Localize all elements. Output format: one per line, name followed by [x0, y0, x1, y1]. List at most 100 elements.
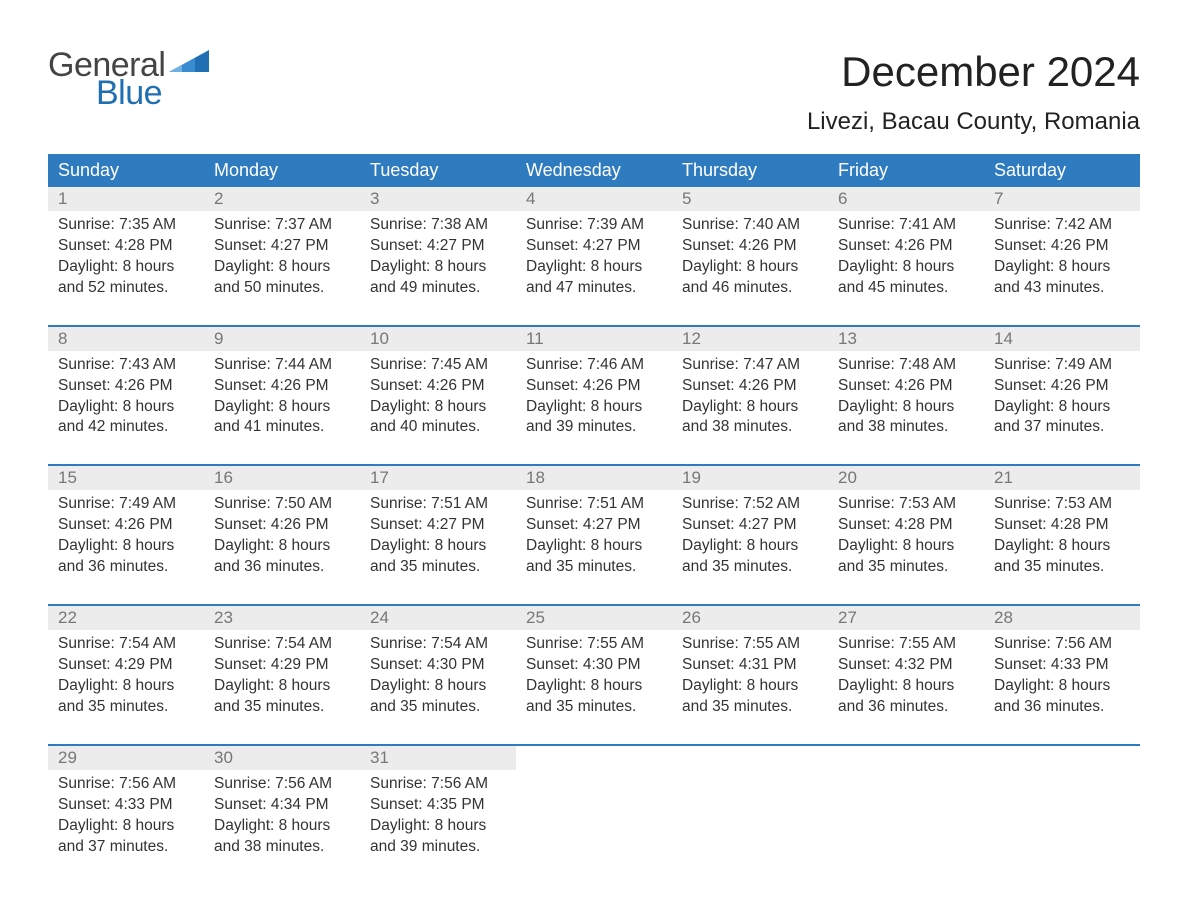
day-info-line: Sunset: 4:26 PM [682, 236, 818, 257]
day-info-line: Sunset: 4:28 PM [838, 515, 974, 536]
day-info-line: Sunset: 4:29 PM [58, 655, 194, 676]
day-info-line: Sunset: 4:31 PM [682, 655, 818, 676]
day-content-cell: Sunrise: 7:51 AMSunset: 4:27 PMDaylight:… [360, 490, 516, 605]
day-info-line: Sunset: 4:26 PM [838, 236, 974, 257]
day-info-line: and 35 minutes. [682, 697, 818, 718]
day-info-line: Sunset: 4:35 PM [370, 795, 506, 816]
day-info-line: and 35 minutes. [526, 557, 662, 578]
day-content-cell: Sunrise: 7:54 AMSunset: 4:30 PMDaylight:… [360, 630, 516, 745]
day-info-line: Daylight: 8 hours [58, 397, 194, 418]
day-number-cell: 26 [672, 606, 828, 630]
day-content-cell: Sunrise: 7:48 AMSunset: 4:26 PMDaylight:… [828, 351, 984, 466]
day-info-line: Sunrise: 7:55 AM [526, 634, 662, 655]
day-content-cell: Sunrise: 7:52 AMSunset: 4:27 PMDaylight:… [672, 490, 828, 605]
day-info-line: Daylight: 8 hours [58, 257, 194, 278]
day-number-cell [516, 746, 672, 770]
day-info-line: Daylight: 8 hours [526, 676, 662, 697]
day-info-line: Daylight: 8 hours [370, 397, 506, 418]
day-number-cell: 30 [204, 746, 360, 770]
day-info-line: Sunrise: 7:42 AM [994, 215, 1130, 236]
day-content-cell: Sunrise: 7:35 AMSunset: 4:28 PMDaylight:… [48, 211, 204, 326]
day-info-line: Daylight: 8 hours [994, 536, 1130, 557]
day-info-line: Sunrise: 7:40 AM [682, 215, 818, 236]
day-content-cell: Sunrise: 7:56 AMSunset: 4:34 PMDaylight:… [204, 770, 360, 862]
day-content-cell: Sunrise: 7:45 AMSunset: 4:26 PMDaylight:… [360, 351, 516, 466]
day-info-line: and 35 minutes. [682, 557, 818, 578]
day-info-line: Sunrise: 7:56 AM [214, 774, 350, 795]
calendar-table: Sunday Monday Tuesday Wednesday Thursday… [48, 154, 1140, 861]
day-info-line: Sunrise: 7:56 AM [994, 634, 1130, 655]
day-info-line: and 38 minutes. [838, 417, 974, 438]
day-number-cell: 31 [360, 746, 516, 770]
day-content-cell: Sunrise: 7:53 AMSunset: 4:28 PMDaylight:… [828, 490, 984, 605]
day-info-line: Sunset: 4:26 PM [58, 515, 194, 536]
day-info-line: Sunrise: 7:56 AM [58, 774, 194, 795]
day-number-cell: 11 [516, 327, 672, 351]
day-content-cell: Sunrise: 7:42 AMSunset: 4:26 PMDaylight:… [984, 211, 1140, 326]
day-number-cell [984, 746, 1140, 770]
day-info-line: Sunset: 4:34 PM [214, 795, 350, 816]
day-info-line: Daylight: 8 hours [526, 536, 662, 557]
day-info-line: and 50 minutes. [214, 278, 350, 299]
day-info-line: and 46 minutes. [682, 278, 818, 299]
day-info-line: and 35 minutes. [58, 697, 194, 718]
day-info-line: and 35 minutes. [214, 697, 350, 718]
day-number-cell: 24 [360, 606, 516, 630]
day-info-line: and 35 minutes. [526, 697, 662, 718]
day-info-line: Sunset: 4:26 PM [370, 376, 506, 397]
day-info-line: Sunset: 4:27 PM [370, 236, 506, 257]
day-info-line: Sunset: 4:27 PM [370, 515, 506, 536]
logo-text-blue: Blue [96, 76, 209, 110]
day-info-line: Sunrise: 7:37 AM [214, 215, 350, 236]
day-info-line: and 47 minutes. [526, 278, 662, 299]
day-info-line: Sunrise: 7:54 AM [58, 634, 194, 655]
day-number-cell: 8 [48, 327, 204, 351]
day-number-cell: 14 [984, 327, 1140, 351]
day-number-cell: 22 [48, 606, 204, 630]
day-info-line: Daylight: 8 hours [838, 676, 974, 697]
day-info-line: Sunset: 4:33 PM [994, 655, 1130, 676]
day-info-line: Sunrise: 7:49 AM [58, 494, 194, 515]
day-info-line: Sunrise: 7:47 AM [682, 355, 818, 376]
title-block: December 2024 Livezi, Bacau County, Roma… [807, 48, 1140, 146]
day-content-cell: Sunrise: 7:55 AMSunset: 4:30 PMDaylight:… [516, 630, 672, 745]
day-info-line: Sunset: 4:30 PM [370, 655, 506, 676]
weekday-header: Sunday [48, 154, 204, 187]
day-content-cell: Sunrise: 7:53 AMSunset: 4:28 PMDaylight:… [984, 490, 1140, 605]
day-content-cell: Sunrise: 7:39 AMSunset: 4:27 PMDaylight:… [516, 211, 672, 326]
day-content-cell: Sunrise: 7:41 AMSunset: 4:26 PMDaylight:… [828, 211, 984, 326]
day-info-line: Sunset: 4:26 PM [58, 376, 194, 397]
weekday-header: Friday [828, 154, 984, 187]
day-content-cell: Sunrise: 7:55 AMSunset: 4:32 PMDaylight:… [828, 630, 984, 745]
day-info-line: Sunrise: 7:48 AM [838, 355, 974, 376]
day-content-cell [516, 770, 672, 862]
day-info-line: and 35 minutes. [370, 697, 506, 718]
day-number-cell: 12 [672, 327, 828, 351]
day-info-line: Daylight: 8 hours [838, 536, 974, 557]
weekday-header: Tuesday [360, 154, 516, 187]
day-info-line: and 42 minutes. [58, 417, 194, 438]
day-info-line: and 36 minutes. [214, 557, 350, 578]
day-info-line: and 39 minutes. [526, 417, 662, 438]
day-content-cell: Sunrise: 7:38 AMSunset: 4:27 PMDaylight:… [360, 211, 516, 326]
day-info-line: Sunrise: 7:54 AM [370, 634, 506, 655]
day-info-line: and 36 minutes. [838, 697, 974, 718]
day-info-line: Sunrise: 7:54 AM [214, 634, 350, 655]
day-info-line: Daylight: 8 hours [526, 257, 662, 278]
day-info-line: Sunset: 4:26 PM [214, 515, 350, 536]
day-info-line: and 38 minutes. [682, 417, 818, 438]
day-info-line: Sunset: 4:26 PM [994, 376, 1130, 397]
day-info-line: and 35 minutes. [994, 557, 1130, 578]
day-number-cell: 2 [204, 187, 360, 211]
weekday-header: Thursday [672, 154, 828, 187]
brand-logo: General Blue [48, 48, 209, 110]
day-info-line: Daylight: 8 hours [838, 257, 974, 278]
day-content-cell: Sunrise: 7:50 AMSunset: 4:26 PMDaylight:… [204, 490, 360, 605]
day-content-cell: Sunrise: 7:56 AMSunset: 4:33 PMDaylight:… [48, 770, 204, 862]
day-number-cell: 10 [360, 327, 516, 351]
day-content-cell: Sunrise: 7:51 AMSunset: 4:27 PMDaylight:… [516, 490, 672, 605]
day-info-line: Daylight: 8 hours [214, 676, 350, 697]
day-number-row: 891011121314 [48, 327, 1140, 351]
day-info-line: Sunrise: 7:51 AM [526, 494, 662, 515]
day-info-line: and 35 minutes. [838, 557, 974, 578]
